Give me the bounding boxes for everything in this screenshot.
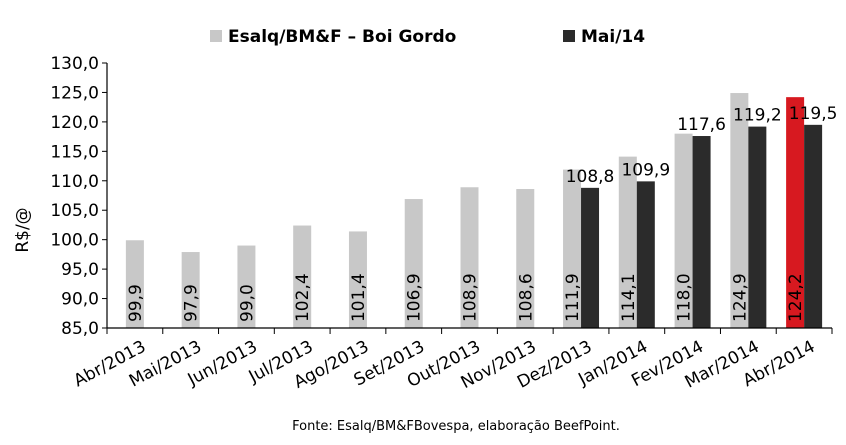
bar-esalq [404, 199, 423, 328]
bar-value-label: 114,1 [619, 273, 639, 322]
bar-esalq [786, 97, 805, 329]
y-tick-label: 110,0 [50, 172, 99, 192]
bar-value-label: 101,4 [349, 273, 369, 322]
y-tick-label: 95,0 [61, 260, 99, 280]
bar-esalq [674, 133, 693, 328]
bar-mai14 [636, 181, 655, 328]
bar-value-label: 99,0 [237, 284, 257, 322]
legend-label: Esalq/BM&F – Boi Gordo [228, 27, 456, 47]
bar-value-label: 106,9 [405, 273, 425, 322]
bar-mai14 [748, 126, 767, 328]
bar-esalq [348, 231, 367, 328]
legend-swatch [210, 30, 222, 42]
legend-label: Mai/14 [581, 27, 645, 47]
legend-swatch [563, 30, 575, 42]
bar-value-label: 111,9 [563, 273, 583, 322]
bar-esalq [237, 245, 256, 328]
x-axis: Abr/2013Mai/2013Jun/2013Jul/2013Ago/2013… [71, 327, 833, 393]
bar-mai14 [804, 124, 823, 328]
y-axis: 130,0 125,0 120,0 115,0 110,0 105,0 100,0 95,0 9… [50, 54, 108, 339]
y-tick-label: 100,0 [50, 231, 99, 251]
bar-esalq [730, 93, 749, 329]
legend: Esalq/BM&F – Boi Gordo Mai/14 [210, 27, 645, 47]
bar-mai14 [581, 187, 600, 328]
bar-value-label: 117,6 [677, 115, 726, 135]
bar-esalq [460, 187, 479, 328]
y-tick-label: 130,0 [50, 54, 99, 74]
bar-value-label: 99,9 [126, 284, 146, 322]
y-tick-label: 85,0 [61, 319, 99, 339]
y-tick-label: 90,0 [61, 290, 99, 310]
bar-value-label: 119,2 [733, 106, 782, 126]
source-note: Fonte: Esalq/BM&FBovespa, elaboração Bee… [292, 419, 620, 434]
bar-value-label: 108,6 [516, 273, 536, 322]
bar-value-label: 97,9 [182, 284, 202, 322]
bar-value-label: 109,9 [621, 160, 670, 180]
bar-value-label: 102,4 [293, 273, 313, 322]
bar-value-label: 108,8 [566, 167, 615, 187]
bar-esalq [618, 156, 637, 328]
bars: 99,9 97,9 99,0 102,4 101,4 106,9 108,9 108,6 111… [125, 93, 838, 329]
bar-mai14 [692, 136, 711, 328]
y-tick-label: 105,0 [50, 201, 99, 221]
bar-value-label: 118,0 [675, 273, 695, 322]
bar-value-label: 119,5 [789, 104, 838, 124]
bar-value-label: 124,2 [786, 273, 806, 322]
bar-value-label: 108,9 [461, 273, 481, 322]
y-tick-label: 120,0 [50, 113, 99, 133]
y-axis-label: R$/@ [13, 207, 33, 252]
bar-esalq [293, 225, 312, 328]
bar-esalq [516, 189, 535, 328]
y-tick-label: 125,0 [50, 83, 99, 103]
bar-esalq [181, 252, 200, 328]
bar-esalq [563, 169, 582, 328]
bar-esalq [125, 240, 144, 328]
bar-value-label: 124,9 [730, 273, 750, 322]
y-tick-label: 115,0 [50, 142, 99, 162]
